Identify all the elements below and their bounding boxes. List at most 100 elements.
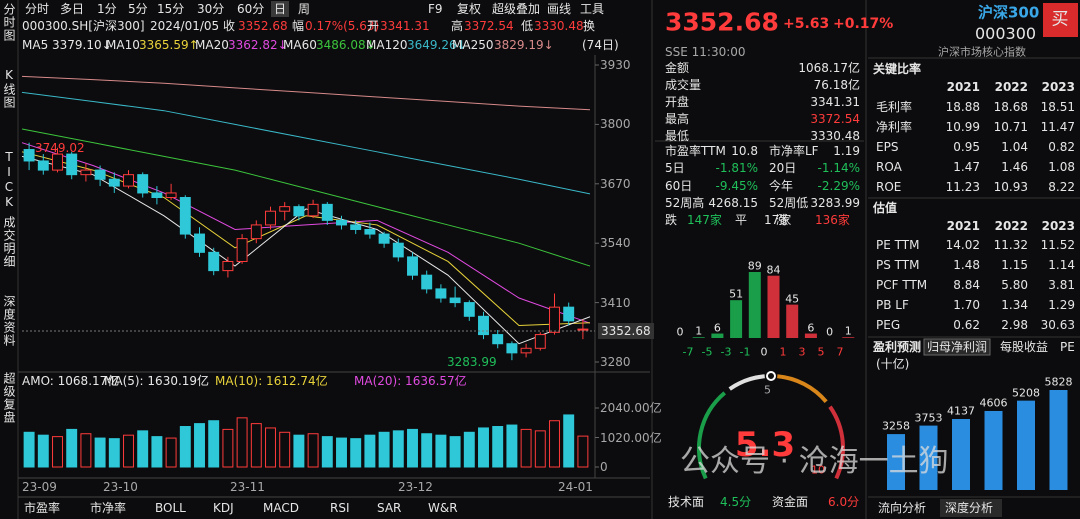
side-tab[interactable]: 成交明细 <box>2 216 16 268</box>
last-price: 3352.68 <box>598 323 654 339</box>
gauge-arc <box>697 391 727 480</box>
candle-body <box>407 256 418 276</box>
date-label: 24-01 <box>558 480 593 494</box>
metric-label: PB LF <box>876 298 909 312</box>
volume-bar <box>179 426 191 468</box>
period-tab[interactable]: 15分 <box>157 2 185 16</box>
candle-body <box>66 153 78 176</box>
indicator-tab[interactable]: W&R <box>428 501 458 515</box>
side-tab[interactable]: TICK <box>2 150 16 210</box>
period-tab[interactable]: 日 <box>274 2 287 16</box>
ma-label: MA60 <box>283 38 317 52</box>
dist-bar <box>786 304 799 338</box>
tool-button[interactable]: 复权 <box>457 2 482 16</box>
indicator-tab[interactable]: 市净率 <box>90 501 127 515</box>
period-tab[interactable]: 1分 <box>97 2 117 16</box>
buy-label[interactable]: 买 <box>1051 9 1069 30</box>
forecast-bar <box>887 434 905 490</box>
dist-label: 0 <box>826 325 834 339</box>
side-tab[interactable]: 超级复盘 <box>2 372 16 424</box>
pair-label: 5日 <box>665 161 685 176</box>
row-value: 1068.17亿 <box>798 61 860 75</box>
indicator-tab[interactable]: SAR <box>377 501 402 515</box>
price-tick-label: 3930 <box>600 58 631 72</box>
indicator-tab[interactable]: BOLL <box>155 501 186 515</box>
period-tab[interactable]: 多日 <box>60 2 85 16</box>
metric-value: 1.46 <box>1001 160 1028 174</box>
indicator-tab[interactable]: RSI <box>330 501 350 515</box>
gauge-arc <box>777 374 828 404</box>
candle-body <box>364 228 376 235</box>
volume-bar <box>94 437 106 468</box>
dist-axis-label: 7 <box>836 345 844 359</box>
indicator-tab[interactable]: MACD <box>263 501 299 515</box>
period-tab[interactable]: 周 <box>298 2 311 16</box>
candle-body <box>194 233 205 253</box>
candle-body <box>478 315 489 336</box>
side-tab[interactable]: 深度资料 <box>2 295 16 347</box>
panel-tab[interactable]: 深度分析 <box>945 501 994 515</box>
pair-value: 1.19 <box>833 144 860 158</box>
dist-label: 1 <box>844 324 852 338</box>
indicator-tab[interactable]: 市盈率 <box>24 501 61 515</box>
period-tab[interactable]: 30分 <box>197 2 225 16</box>
tool-button[interactable]: 工具 <box>580 2 605 16</box>
side-tab[interactable]: K线图 <box>2 68 16 109</box>
forecast-tab[interactable]: 每股收益 <box>1000 340 1049 354</box>
tool-button[interactable]: 超级叠加 <box>492 2 541 16</box>
volume-bar <box>506 424 518 468</box>
pair-value: -2.29% <box>817 178 860 193</box>
quote-info: 3341.31 <box>380 19 430 33</box>
volume-bar <box>364 434 376 468</box>
volume-tick-label: 2040.00亿 <box>600 401 662 415</box>
metric-value: 1.29 <box>1048 298 1075 312</box>
panel-tab[interactable]: 流向分析 <box>878 501 927 515</box>
breadth: 平 <box>735 213 748 227</box>
ma-label: MA20 <box>195 38 229 52</box>
pair-label: 20日 <box>769 161 797 176</box>
candle-body <box>534 334 546 349</box>
forecast-tab[interactable]: 归母净利润 <box>927 340 988 354</box>
quote-info: 2024/01/05 <box>150 19 220 33</box>
metric-value: 1.08 <box>1048 160 1075 174</box>
metric-value: 1.48 <box>953 258 980 272</box>
unit: (十亿) <box>876 357 910 371</box>
period-tab[interactable]: 分时 <box>25 2 50 16</box>
volume-tick-label: 0 <box>600 460 608 474</box>
buy-button[interactable] <box>1043 3 1078 37</box>
dist-axis-label: 1 <box>779 345 787 359</box>
metric-label: EPS <box>876 140 899 154</box>
dist-label: 45 <box>785 292 800 306</box>
candle-body <box>421 274 433 290</box>
quote-info: 高 <box>451 19 464 33</box>
candle-body <box>463 302 475 317</box>
tool-button[interactable]: 画线 <box>547 2 572 16</box>
watermark: 公众号 · 沧海一土狗 <box>680 444 949 479</box>
metric-value: 0.62 <box>953 318 980 332</box>
candle-body <box>123 174 134 187</box>
side-tab[interactable]: 分时图 <box>2 3 16 42</box>
ma-label: MA120 <box>366 38 408 52</box>
volume-legend: MA(20): 1636.57亿 <box>354 374 467 388</box>
metric-value: 11.52 <box>1040 238 1075 252</box>
indicator-tab[interactable]: KDJ <box>213 501 234 515</box>
volume-bar <box>194 423 205 468</box>
volume-legend: MA(10): 1612.74亿 <box>215 374 328 388</box>
period-tab[interactable]: 60分 <box>237 2 265 16</box>
metric-value: 10.93 <box>993 180 1028 194</box>
metric-value: 18.68 <box>993 100 1028 114</box>
volume-bar <box>279 431 291 468</box>
active-tab <box>923 338 991 356</box>
forecast-tab[interactable]: PE <box>1060 340 1075 354</box>
tool-button[interactable]: F9 <box>428 2 443 16</box>
dist-bar <box>730 300 743 338</box>
row-label: 最高 <box>665 112 690 126</box>
period-tab[interactable]: 5分 <box>128 2 148 16</box>
dist-label: 51 <box>729 287 744 301</box>
volume-bar <box>293 434 305 468</box>
candle-body <box>435 288 447 299</box>
ma-value: 3379.10↓ <box>52 38 112 52</box>
pair-label: 市盈率TTM <box>665 144 726 158</box>
